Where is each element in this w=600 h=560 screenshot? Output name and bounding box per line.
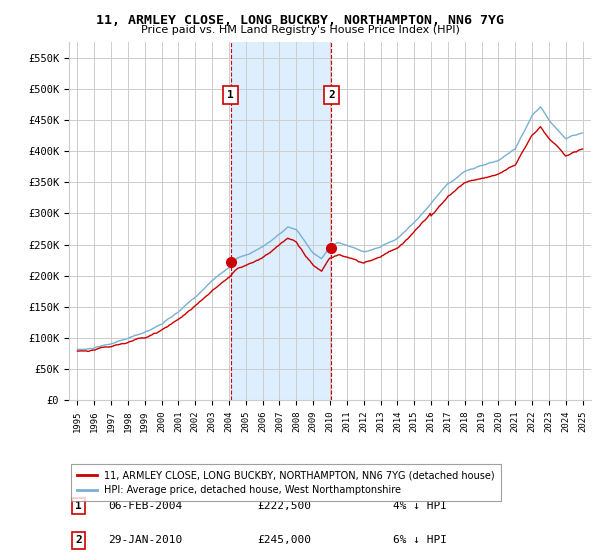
Text: 06-FEB-2004: 06-FEB-2004 [108, 501, 182, 511]
Text: £245,000: £245,000 [257, 535, 311, 545]
Text: 2: 2 [75, 535, 82, 545]
Text: £222,500: £222,500 [257, 501, 311, 511]
Text: 11, ARMLEY CLOSE, LONG BUCKBY, NORTHAMPTON, NN6 7YG: 11, ARMLEY CLOSE, LONG BUCKBY, NORTHAMPT… [96, 14, 504, 27]
Text: 1: 1 [227, 90, 234, 100]
Text: Price paid vs. HM Land Registry's House Price Index (HPI): Price paid vs. HM Land Registry's House … [140, 25, 460, 35]
Text: 1: 1 [75, 501, 82, 511]
Text: 6% ↓ HPI: 6% ↓ HPI [392, 535, 446, 545]
Text: 2: 2 [328, 90, 335, 100]
Text: 4% ↓ HPI: 4% ↓ HPI [392, 501, 446, 511]
Bar [230, 42, 331, 400]
Legend: 11, ARMLEY CLOSE, LONG BUCKBY, NORTHAMPTON, NN6 7YG (detached house), HPI: Avera: 11, ARMLEY CLOSE, LONG BUCKBY, NORTHAMPT… [71, 464, 501, 501]
Text: 29-JAN-2010: 29-JAN-2010 [108, 535, 182, 545]
